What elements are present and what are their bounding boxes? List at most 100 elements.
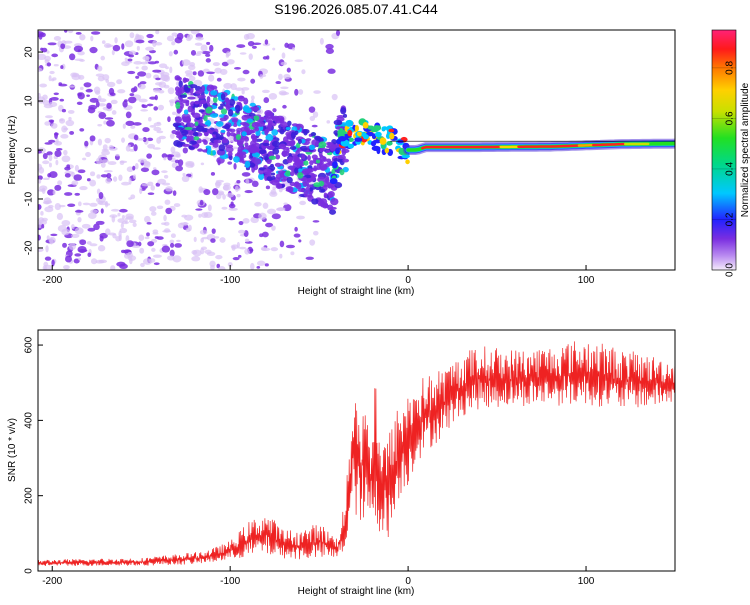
spectrum-blob (282, 105, 287, 109)
spectrum-blob (295, 183, 301, 189)
spectrum-blob (208, 75, 214, 82)
spectrum-blob (135, 76, 139, 79)
spectrum-blob (79, 128, 84, 132)
spectrum-blob (45, 256, 51, 260)
spectrum-blob (227, 59, 235, 64)
spectrum-blob (310, 116, 316, 121)
spectrum-blob (195, 122, 199, 126)
spectrum-blob (75, 227, 84, 234)
spectrum-blob (62, 155, 71, 162)
spectrum-blob (279, 143, 287, 149)
spectrum-blob (280, 241, 285, 248)
spectrum-blob (49, 71, 54, 74)
spectrum-blob (167, 36, 175, 42)
spectrum-blob (210, 238, 215, 243)
spectrum-blob (191, 256, 200, 261)
spectrum-blob (68, 110, 75, 114)
spectrum-blob (60, 99, 64, 102)
spectrum-blob (186, 138, 192, 142)
spectrum-blob (254, 115, 260, 120)
spectrum-blob (128, 54, 134, 57)
spectrum-blob (106, 45, 114, 48)
spectrum-blob (105, 79, 109, 83)
spectrum-blob (213, 140, 221, 144)
spectrum-blob (189, 141, 197, 145)
spectrum-blob (184, 78, 189, 82)
spectrum-blob (54, 132, 58, 139)
spectrum-blob (199, 100, 206, 104)
spectrum-blob (47, 235, 50, 240)
spectrum-blob (294, 89, 298, 96)
spectrum-blob (206, 145, 212, 148)
spectrum-blob (51, 123, 58, 129)
spectrum-blob (125, 121, 134, 126)
spectrum-blob (210, 265, 215, 270)
spectrum-blob (175, 75, 181, 80)
spectrum-blob (162, 230, 171, 233)
spectrum-blob (166, 154, 174, 157)
spectrum-blob (80, 87, 84, 90)
spectrum-blob (301, 69, 305, 74)
spectrum-blob (139, 187, 142, 194)
spectrum-blob (106, 120, 115, 127)
spectrum-blob (250, 79, 255, 84)
spectrum-blob (219, 237, 225, 243)
spectrum-blob (325, 175, 329, 182)
spectrum-blob (195, 208, 202, 210)
spectrum-blob (158, 105, 164, 111)
spectrum-blob (142, 104, 145, 107)
spectrum-blob (313, 231, 319, 236)
spectrum-blob (49, 171, 58, 178)
spectrum-blob (322, 157, 326, 162)
spectrum-blob (170, 147, 175, 154)
spectrum-blob (282, 52, 286, 58)
spectrum-blob (83, 203, 90, 206)
spectrum-blob (73, 174, 82, 181)
spectrum-blob (134, 135, 139, 141)
spectrum-blob (127, 58, 132, 61)
spectrum-blob (205, 54, 210, 57)
spectrum-blob (388, 129, 394, 133)
spectrum-blob (106, 173, 111, 178)
spectrum-blob (196, 125, 204, 132)
spectrum-blob (227, 161, 232, 164)
spectrum-blob (67, 204, 75, 207)
spectrum-blob (59, 205, 66, 207)
spectrum-blob (198, 214, 202, 218)
spectrum-blob (306, 138, 311, 141)
spectrum-blob (115, 154, 119, 157)
spectrum-blob (237, 78, 246, 82)
spectrum-blob (163, 215, 167, 221)
spectrum-blob (272, 48, 275, 51)
spectrum-blob (79, 34, 85, 40)
spectrum-blob (174, 243, 182, 248)
spectrum-blob (355, 125, 359, 132)
spectrum-blob (330, 178, 338, 184)
spectrum-blob (200, 200, 204, 206)
spectrum-blob (48, 42, 57, 45)
spectrum-blob (239, 247, 246, 250)
spectrum-blob (236, 180, 240, 183)
spectrum-blob (184, 127, 192, 130)
spectrum-blob (286, 245, 295, 249)
spectrum-blob (35, 150, 41, 154)
spectrum-blob (253, 158, 262, 164)
spectrum-blob (238, 96, 245, 102)
spectrum-blob (65, 256, 72, 263)
spectrum-blob (194, 136, 200, 140)
spectrogram-y-tick-label: -20 (24, 240, 35, 255)
spectrum-blob (298, 139, 302, 144)
spectrum-blob (170, 133, 175, 138)
spectrum-blob (213, 143, 219, 148)
spectrum-blob (98, 139, 102, 146)
spectrum-blob (265, 263, 269, 266)
spectrum-blob (357, 132, 362, 137)
spectrum-blob (250, 103, 256, 107)
spectrum-blob (375, 132, 382, 138)
spectrum-blob (180, 95, 187, 98)
spectrum-blob (39, 84, 47, 88)
spectrum-blob (329, 209, 336, 214)
spectrum-blob (129, 50, 136, 55)
spectrum-blob (152, 40, 156, 47)
spectrum-blob (341, 149, 349, 153)
